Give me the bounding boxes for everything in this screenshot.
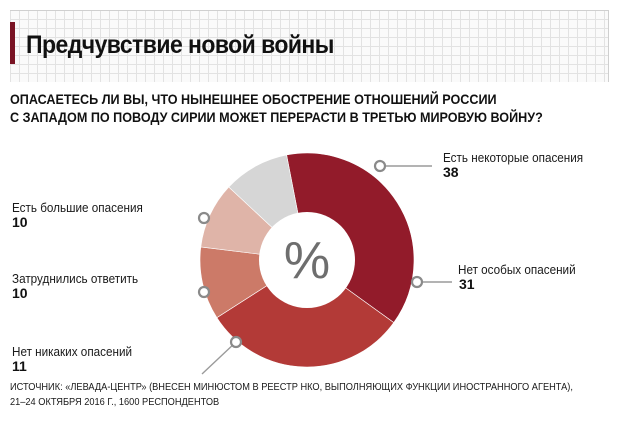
value-no-particular-concern: 31: [459, 276, 475, 292]
leader-lines: [197, 159, 452, 375]
donut-hole: [259, 212, 355, 308]
value-no-concern: 11: [12, 358, 27, 374]
label-no-concern: Нет никаких опасений: [12, 344, 133, 359]
title-panel-border: [10, 10, 609, 82]
label-hard-to-answer: Затруднились ответить: [12, 271, 139, 286]
slice-no-particular-concern: [216, 259, 395, 368]
value-big-concern: 10: [12, 214, 28, 230]
value-hard-to-answer: 10: [12, 285, 28, 301]
source-line-2: 21–24 ОКТЯБРЯ 2016 Г., 1600 РЕСПОНДЕНТОВ: [10, 396, 220, 408]
source-line-1: ИСТОЧНИК: «ЛЕВАДА-ЦЕНТР» (ВНЕСЕН МИНЮСТО…: [10, 381, 573, 393]
question-line-2: С ЗАПАДОМ ПО ПОВОДУ СИРИИ МОЖЕТ ПЕРЕРАСТ…: [10, 109, 543, 125]
source-note: ИСТОЧНИК: «ЛЕВАДА-ЦЕНТР» (ВНЕСЕН МИНЮСТО…: [10, 380, 591, 410]
marker-dot-no-particular-concern: [410, 275, 424, 289]
value-some-concern: 38: [443, 164, 459, 180]
question-line-1: ОПАСАЕТЕСЬ ЛИ ВЫ, ЧТО НЫНЕШНЕЕ ОБОСТРЕНИ…: [10, 91, 497, 107]
label-big-concern: Есть большие опасения: [12, 200, 143, 215]
leader-line-no-concern: [201, 341, 237, 375]
marker-dot-hard-to-answer: [197, 285, 211, 299]
label-no-particular-concern: Нет особых опасений: [458, 262, 576, 277]
chart-title: Предчувствие новой войны: [26, 31, 334, 59]
title-panel: [10, 10, 609, 82]
marker-dot-big-concern: [197, 211, 211, 225]
percent-symbol: %: [284, 232, 330, 290]
title-accent-bar: [10, 22, 15, 64]
marker-dot-no-concern: [229, 335, 243, 349]
chart-question: ОПАСАЕТЕСЬ ЛИ ВЫ, ЧТО НЫНЕШНЕЕ ОБОСТРЕНИ…: [10, 90, 550, 126]
slice-some-concern: [286, 152, 415, 324]
donut-slices: [199, 152, 415, 368]
marker-dot-some-concern: [373, 159, 387, 173]
label-some-concern: Есть некоторые опасения: [443, 150, 584, 165]
